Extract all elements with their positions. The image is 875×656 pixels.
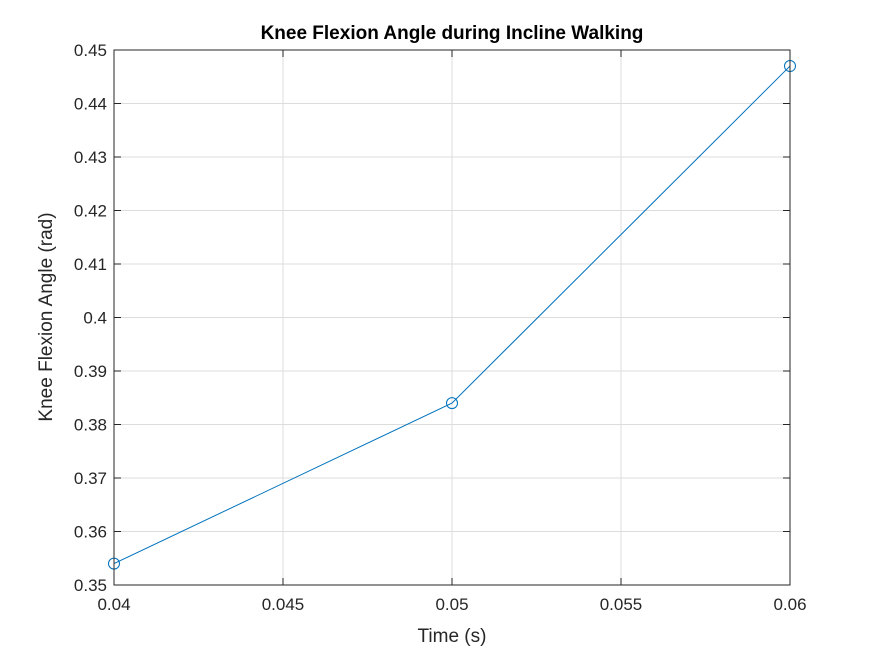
y-tick-label: 0.37: [74, 469, 107, 488]
series-line: [113, 65, 791, 565]
x-axis-label: Time (s): [418, 626, 487, 647]
x-tick-label: 0.06: [773, 595, 806, 614]
y-axis-label: Knee Flexion Angle (rad): [36, 212, 57, 421]
y-tick-label: 0.45: [74, 41, 107, 60]
y-tick-label: 0.41: [74, 255, 107, 274]
y-tick-label: 0.44: [74, 95, 107, 114]
x-tick-label: 0.045: [262, 595, 305, 614]
y-tick-label: 0.43: [74, 148, 107, 167]
x-tick-label: 0.04: [97, 595, 130, 614]
axis-ticks: 0.04 0.045 0.05 0.055 0.06 0.35 0.36 0.37 0.38 0.…: [74, 41, 807, 614]
chart-title: Knee Flexion Angle during Incline Walkin…: [261, 23, 644, 44]
y-tick-label: 0.39: [74, 362, 107, 381]
data-point: [446, 397, 458, 410]
y-tick-label: 0.35: [74, 576, 107, 595]
y-tick-label: 0.38: [74, 416, 107, 435]
y-tick-label: 0.36: [74, 523, 107, 542]
y-tick-label: 0.42: [74, 202, 107, 221]
x-tick-label: 0.055: [600, 595, 643, 614]
y-tick-label: 0.4: [83, 309, 107, 328]
x-tick-label: 0.05: [435, 595, 468, 614]
